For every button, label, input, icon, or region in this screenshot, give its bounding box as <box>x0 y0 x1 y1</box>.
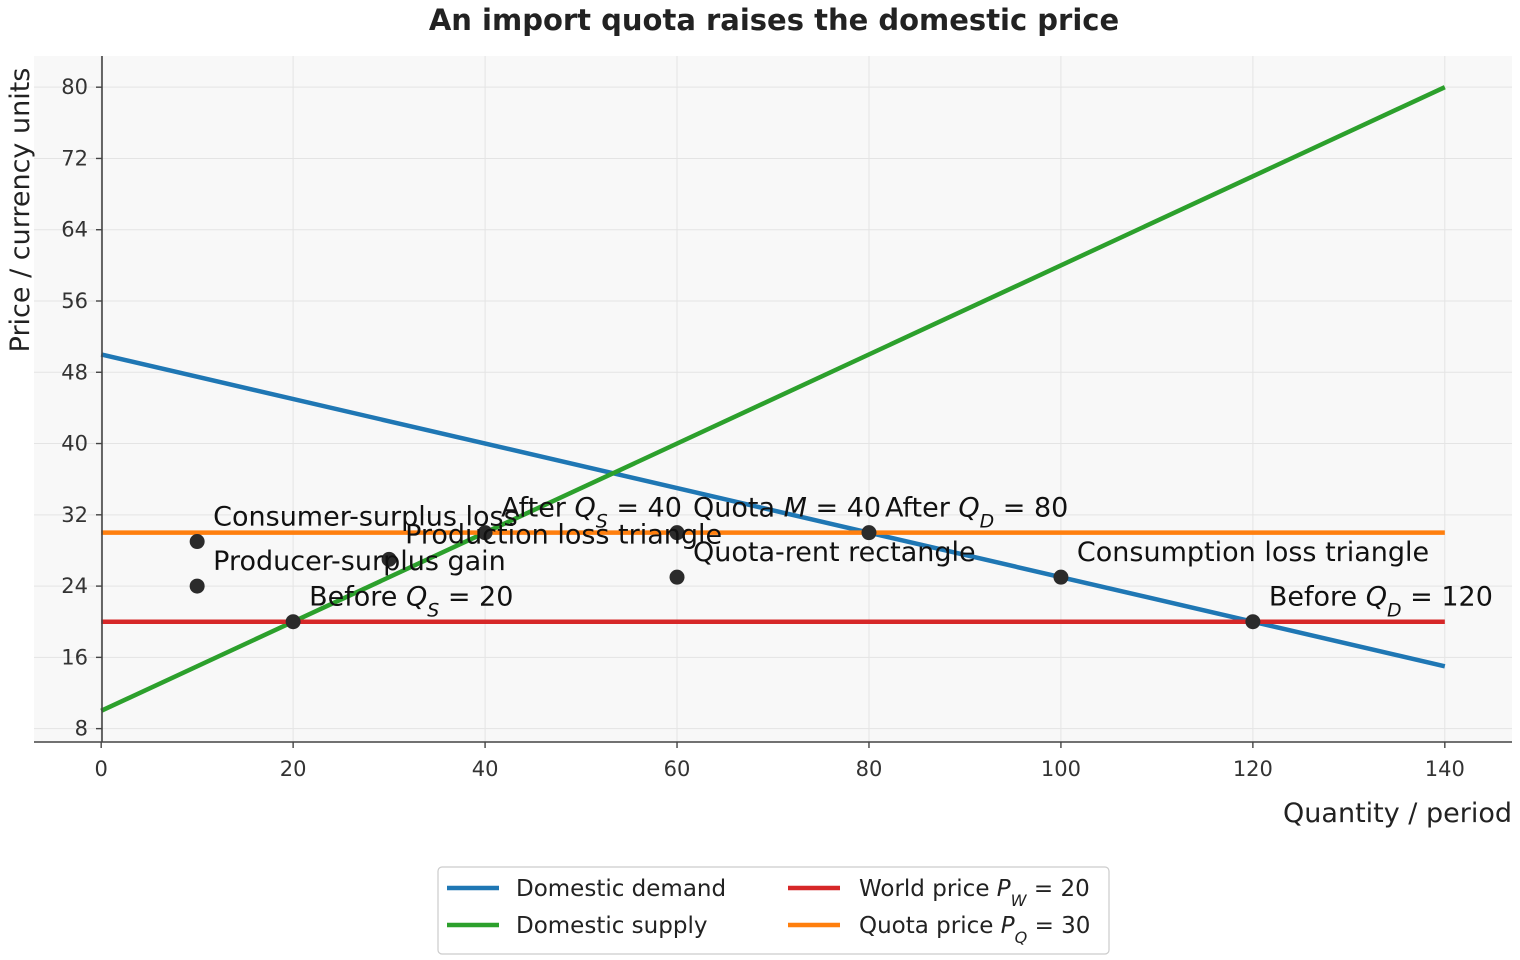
annotation-label-main: Before <box>1269 582 1366 613</box>
chart-title: An import quota raises the domestic pric… <box>429 3 1119 37</box>
x-axis-label: Quantity / period <box>1283 798 1512 829</box>
y-tick-label: 56 <box>61 289 88 313</box>
annotation-point <box>477 525 493 541</box>
y-tick-label: 64 <box>61 218 88 242</box>
annotation-points <box>189 525 1261 630</box>
annotation-point <box>189 534 205 550</box>
x-tick-label: 80 <box>856 757 883 781</box>
legend-label: World price PW = 20 <box>859 876 1090 910</box>
annotation-label: Consumption loss triangle <box>1077 537 1429 568</box>
ticks: 0 20 40 60 80 100 120 140 8 16 24 32 40 48 56 64 72 80 <box>61 75 1465 781</box>
annotation-label-tail: = 120 <box>1402 582 1493 613</box>
legend-label: Domestic demand <box>516 876 726 902</box>
annotation-label-main: Producer-surplus gain <box>213 546 506 577</box>
annotation-point <box>285 614 301 630</box>
annotation-label-main: Before <box>309 582 406 613</box>
annotation-label-tail: = 20 <box>439 582 513 613</box>
x-tick-label: 100 <box>1041 757 1081 781</box>
legend-label-name-tail: = 30 <box>1027 913 1090 939</box>
annotation-label-main: Production loss triangle <box>405 519 722 550</box>
annotation-label-sym: Q <box>574 493 595 524</box>
x-tick-label: 0 <box>94 757 107 781</box>
legend-label: Quota price PQ = 30 <box>859 913 1090 947</box>
annotation-point <box>381 551 397 567</box>
legend: Domestic demand Domestic supply World pric… <box>437 866 1110 955</box>
annotation-label-tail: = 80 <box>994 493 1068 524</box>
y-tick-label: 32 <box>61 503 88 527</box>
annotation-label-main: After <box>885 493 958 524</box>
legend-label-name-sub: Q <box>1015 928 1028 947</box>
annotation-label-main: Consumption loss triangle <box>1077 537 1429 568</box>
y-tick-label: 72 <box>61 146 88 170</box>
legend-label-name-main: Quota price <box>859 913 1001 939</box>
legend-label-name-sym: P <box>997 876 1011 902</box>
legend-box <box>437 866 1110 955</box>
annotation-label-sub: D <box>1387 600 1402 622</box>
annotation-label: Production loss triangle <box>405 519 722 550</box>
annotation-label-sym: M <box>784 493 807 524</box>
annotation-point <box>1245 614 1261 630</box>
annotation-label: Quota M = 40 <box>693 493 881 524</box>
annotation-label-main: After <box>501 493 574 524</box>
annotation-label-sym: Q <box>406 582 427 613</box>
annotation-label-tail: = 40 <box>608 493 682 524</box>
grid <box>34 56 1512 742</box>
y-tick-label: 24 <box>61 574 88 598</box>
series-line-domestic-supply <box>100 85 1446 713</box>
annotation-point <box>669 525 685 541</box>
annotation-label: Before QD = 120 <box>1269 582 1493 622</box>
annotation-point <box>189 578 205 594</box>
annotation-label: After QD = 80 <box>885 493 1068 533</box>
annotation-point <box>1053 569 1069 585</box>
y-tick-label: 80 <box>61 75 88 99</box>
y-axis-label: Price / currency units <box>5 68 36 353</box>
annotation-label-sub: S <box>427 600 439 622</box>
annotation-label-sym: Q <box>958 493 979 524</box>
legend-label-name-main: World price <box>859 876 997 902</box>
y-tick-label: 8 <box>75 717 88 741</box>
legend-label-name-sym: P <box>1001 913 1015 939</box>
annotation-label-sym: Q <box>1366 582 1387 613</box>
series-line-domestic-demand <box>100 352 1446 669</box>
annotation-label: Consumer-surplus loss <box>213 502 518 533</box>
x-tick-label: 40 <box>472 757 499 781</box>
annotation-label-main: Quota-rent rectangle <box>693 537 976 568</box>
x-tick-label: 60 <box>664 757 691 781</box>
x-tick-label: 120 <box>1233 757 1273 781</box>
series-layer <box>100 85 1446 713</box>
annotation-label-sub: D <box>980 511 995 533</box>
y-tick-label: 48 <box>61 360 88 384</box>
annotation-point <box>669 569 685 585</box>
legend-label-name-tail: = 20 <box>1027 876 1090 902</box>
annotation-label-sub: S <box>596 511 608 533</box>
annotation-label-tail: = 40 <box>807 493 881 524</box>
legend-label-name-sub: W <box>1011 891 1028 910</box>
annotation-label: Before QS = 20 <box>309 582 513 622</box>
annotation-label-main: Consumer-surplus loss <box>213 502 518 533</box>
y-tick-label: 16 <box>61 645 88 669</box>
annotation-label: After QS = 40 <box>501 493 682 533</box>
x-tick-label: 140 <box>1425 757 1465 781</box>
annotation-point <box>861 525 877 541</box>
annotation-label: Quota-rent rectangle <box>693 537 976 568</box>
annotation-label-main: Quota <box>693 493 784 524</box>
y-tick-label: 40 <box>61 432 88 456</box>
annotation-label: Producer-surplus gain <box>213 546 506 577</box>
legend-label: Domestic supply <box>516 913 707 939</box>
x-tick-label: 20 <box>280 757 307 781</box>
